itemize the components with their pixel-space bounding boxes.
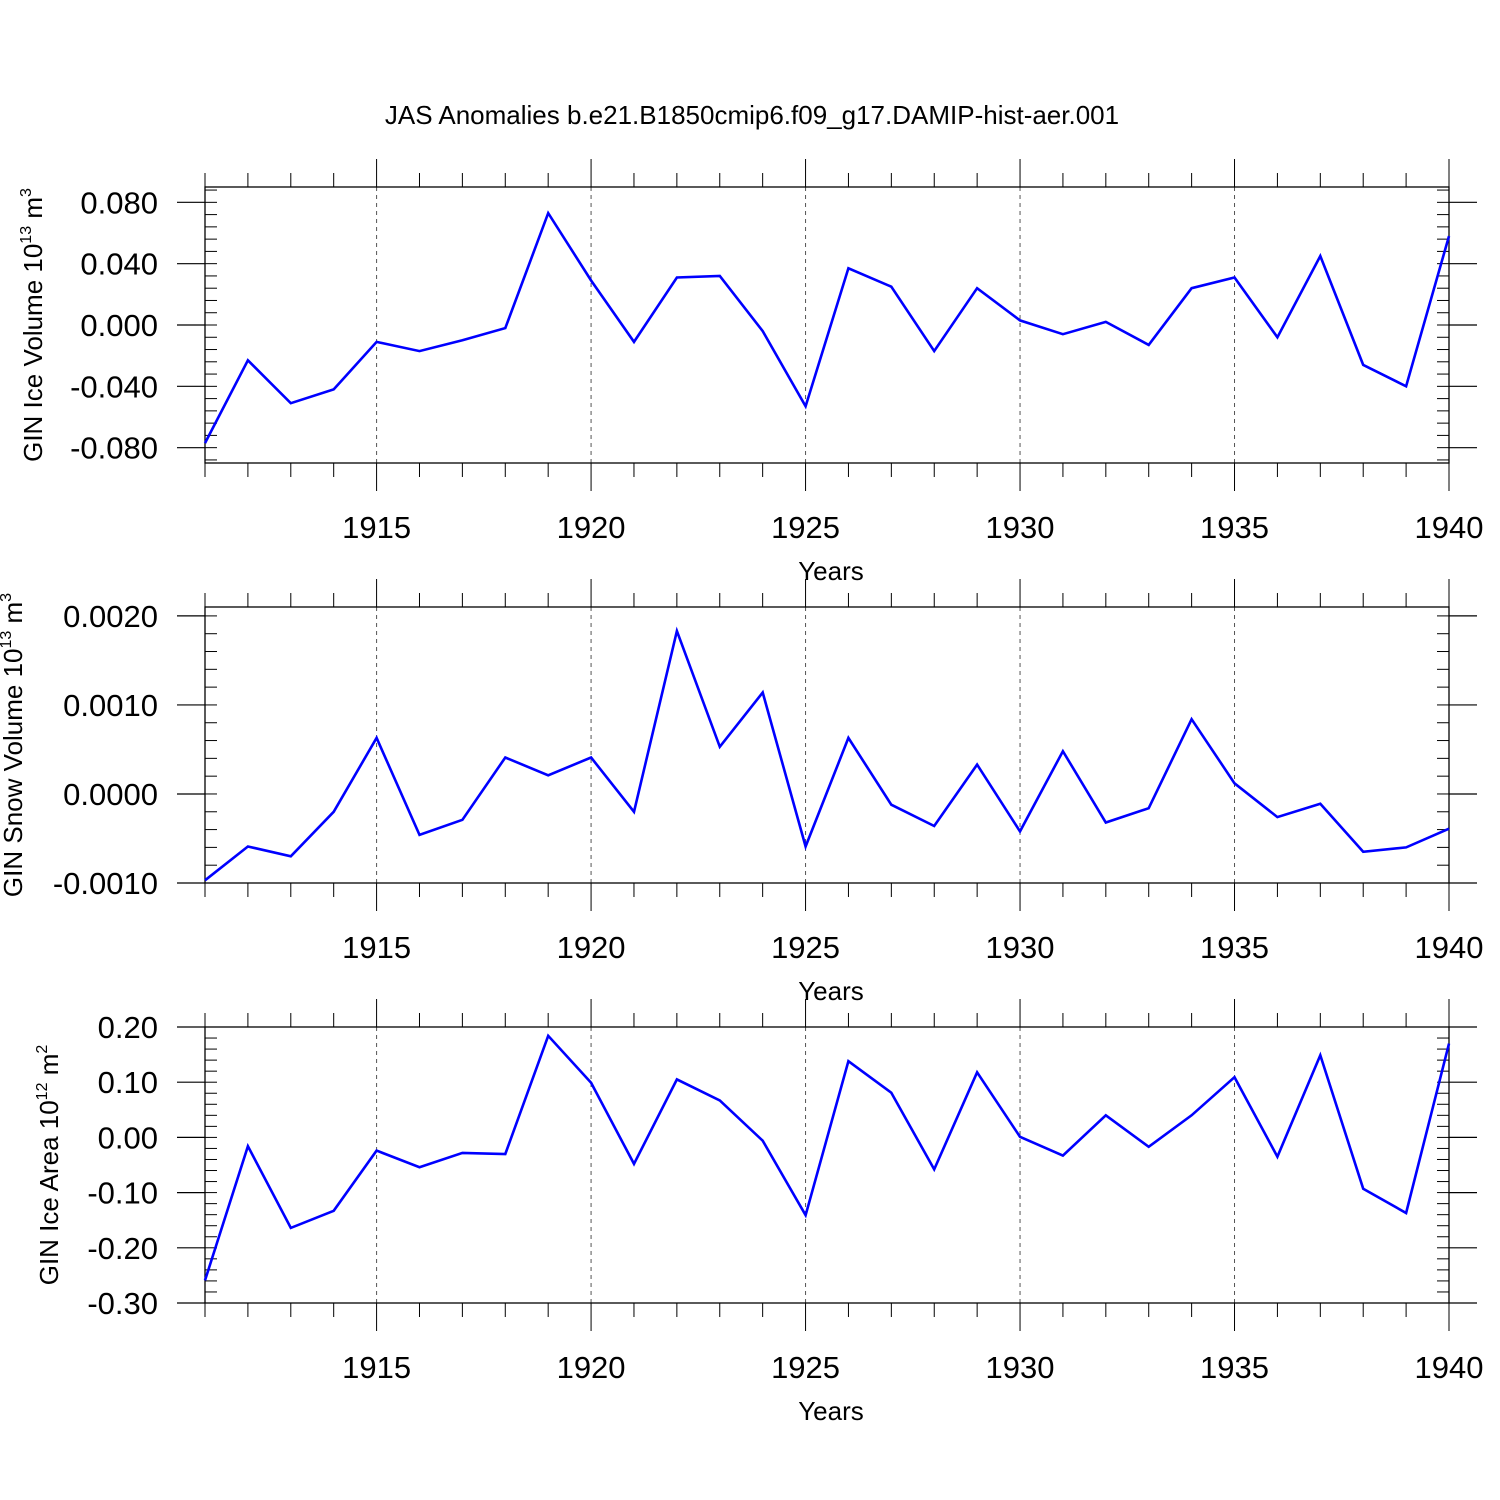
y-axis-label-text: GIN Ice Area 10: [34, 1100, 64, 1285]
y-axis-label-exponent: 13: [0, 631, 15, 649]
y-axis-label-unit: m: [34, 1054, 64, 1083]
x-tick-label: 1915: [342, 510, 411, 545]
y-axis-label-unit: m: [0, 602, 28, 631]
x-tick-label: 1940: [1415, 1350, 1484, 1385]
series-line: [204, 626, 1450, 882]
x-tick-label: 1925: [771, 930, 840, 965]
y-tick-label: 0.0020: [63, 599, 158, 634]
y-tick-label: 0.080: [80, 185, 158, 220]
chart-panel-top: -0.080 -0.040 0.000 0.040 0.080 1915 1920 1925 1…: [18, 159, 1483, 586]
x-tick-label: 1920: [557, 510, 626, 545]
y-tick-label: 0.0000: [63, 777, 158, 812]
x-tick-label: 1930: [986, 510, 1055, 545]
x-axis-label: Years: [798, 1396, 864, 1426]
series-line: [203, 1033, 1451, 1281]
plot-frame: [204, 1026, 1450, 1304]
x-axis-label: Years: [798, 556, 864, 586]
y-tick-label: -0.20: [87, 1231, 158, 1266]
x-tick-label: 1935: [1200, 930, 1269, 965]
figure-title: JAS Anomalies b.e21.B1850cmip6.f09_g17.D…: [385, 100, 1119, 130]
x-tick-label: 1935: [1200, 1350, 1269, 1385]
x-axis-label: Years: [798, 976, 864, 1006]
chart-panels: -0.080 -0.040 0.000 0.040 0.080 1915 1920 1925 1…: [0, 159, 1483, 1426]
y-axis-label: GIN Snow Volume 1013 m3: [0, 593, 28, 897]
y-axis-label-unit: m: [18, 197, 48, 226]
y-tick-label: 0.000: [80, 308, 158, 343]
x-tick-label: 1930: [986, 1350, 1055, 1385]
y-tick-label: -0.080: [70, 431, 158, 466]
x-tick-label: 1935: [1200, 510, 1269, 545]
x-tick-label: 1940: [1415, 930, 1484, 965]
x-tick-label: 1920: [557, 930, 626, 965]
y-tick-label: -0.10: [87, 1176, 158, 1211]
y-axis-label-unit-exponent: 3: [0, 593, 15, 602]
x-tick-label: 1915: [342, 1350, 411, 1385]
x-tick-label: 1920: [557, 1350, 626, 1385]
x-tick-label: 1940: [1415, 510, 1484, 545]
y-tick-label: 0.0010: [63, 688, 158, 723]
y-axis-label-exponent: 12: [34, 1082, 51, 1100]
y-axis-label-exponent: 13: [18, 226, 35, 244]
y-axis-label-text: GIN Snow Volume 10: [0, 649, 28, 898]
y-axis-label: GIN Ice Volume 1013 m3: [18, 188, 48, 462]
y-tick-label: -0.0010: [53, 866, 158, 901]
x-tick-label: 1925: [771, 1350, 840, 1385]
y-tick-label: 0.040: [80, 247, 158, 282]
y-axis-label-unit-exponent: 2: [34, 1045, 51, 1054]
chart-panel-bottom: -0.30 -0.20 -0.10 0.00 0.10 0.20 1915 1920 1925 1…: [34, 999, 1483, 1426]
x-tick-label: 1930: [986, 930, 1055, 965]
plot-frame: [204, 186, 1450, 464]
y-axis-label-text: GIN Ice Volume 10: [18, 244, 48, 462]
series-line: [203, 210, 1451, 444]
y-axis-label: GIN Ice Area 1012 m2: [34, 1045, 64, 1286]
y-tick-label: 0.10: [98, 1065, 158, 1100]
plot-frame: [204, 606, 1450, 884]
y-tick-label: 0.00: [98, 1120, 158, 1155]
chart-panel-middle: -0.0010 0.0000 0.0010 0.0020 1915 1920 1925 193…: [0, 579, 1483, 1006]
x-tick-label: 1915: [342, 930, 411, 965]
x-tick-label: 1925: [771, 510, 840, 545]
y-axis-label-unit-exponent: 3: [18, 188, 35, 197]
y-tick-label: -0.30: [87, 1286, 158, 1321]
y-tick-label: -0.040: [70, 369, 158, 404]
y-tick-label: 0.20: [98, 1010, 158, 1045]
